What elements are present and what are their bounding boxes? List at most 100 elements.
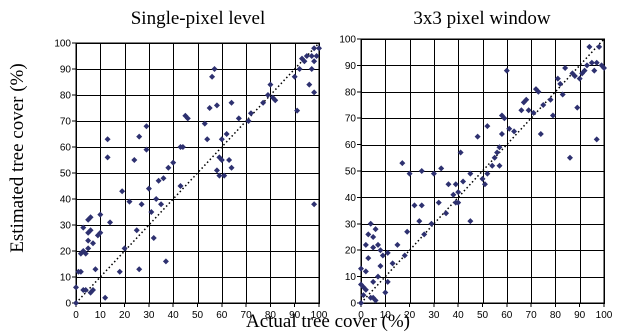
data-point xyxy=(148,209,155,215)
data-point xyxy=(362,286,369,293)
data-point xyxy=(82,250,89,257)
data-point xyxy=(518,107,525,114)
y-tick-label: 50 xyxy=(345,167,357,178)
data-point xyxy=(562,65,569,72)
y-tick-label: 80 xyxy=(60,91,72,102)
data-point xyxy=(308,66,315,72)
data-point xyxy=(107,219,114,226)
data-point xyxy=(360,292,367,299)
data-point xyxy=(296,66,303,72)
data-point xyxy=(489,162,496,169)
data-point xyxy=(574,104,581,111)
data-point xyxy=(452,181,459,188)
x-tick-label: 10 xyxy=(380,310,392,321)
data-point xyxy=(593,136,600,143)
data-point xyxy=(136,133,143,140)
panel-single-pixel: Single-pixel level 0 10 20 30 40 50 60 70 80 90 10… xyxy=(54,8,327,321)
data-point xyxy=(311,89,318,96)
x-tick-label: 30 xyxy=(428,310,440,321)
x-tick-label: 50 xyxy=(192,310,204,321)
x-tick-label: 60 xyxy=(501,310,513,321)
x-tick-label: 80 xyxy=(550,310,562,321)
one-to-one-line xyxy=(75,42,320,304)
data-point xyxy=(170,159,177,166)
x-tick-label: 90 xyxy=(289,310,301,321)
data-point xyxy=(260,99,267,106)
x-tick-label: 40 xyxy=(168,310,180,321)
data-point xyxy=(267,81,274,88)
data-point xyxy=(523,96,530,103)
data-point xyxy=(87,214,94,221)
data-point xyxy=(303,53,310,59)
data-point xyxy=(586,43,593,50)
data-point xyxy=(90,240,97,247)
data-point xyxy=(85,237,92,244)
y-tick-label: 100 xyxy=(339,35,356,46)
data-point xyxy=(474,133,481,140)
data-point xyxy=(184,115,191,122)
data-point xyxy=(525,107,532,114)
x-tick-label: 0 xyxy=(358,310,364,321)
y-tick-label: 90 xyxy=(60,65,72,76)
y-tick-label: 80 xyxy=(345,87,357,98)
y-tick-label: 20 xyxy=(60,247,72,258)
data-point xyxy=(445,181,452,188)
data-point xyxy=(228,99,235,106)
data-points xyxy=(73,45,322,306)
data-point xyxy=(596,43,603,50)
data-point xyxy=(216,172,223,179)
data-point xyxy=(133,227,140,234)
data-point xyxy=(102,294,109,301)
data-point xyxy=(160,175,167,182)
data-point xyxy=(121,245,128,252)
data-point xyxy=(209,73,216,80)
grid xyxy=(361,39,604,303)
data-point xyxy=(104,154,111,161)
data-point xyxy=(177,183,184,189)
x-tick-label: 10 xyxy=(95,310,107,321)
data-point xyxy=(223,131,230,137)
data-point xyxy=(375,241,382,248)
y-tick-label: 40 xyxy=(345,193,357,204)
data-point xyxy=(506,125,513,132)
x-tick-label: 60 xyxy=(216,310,228,321)
data-point xyxy=(116,268,123,275)
x-tick-label: 0 xyxy=(73,310,79,321)
data-point xyxy=(416,218,423,225)
data-point xyxy=(294,107,301,114)
data-point xyxy=(316,45,322,52)
data-point xyxy=(143,123,150,130)
x-tick-label: 20 xyxy=(119,310,131,321)
data-point xyxy=(460,178,467,185)
data-point xyxy=(418,168,425,174)
y-tick-label: 10 xyxy=(60,273,72,284)
data-point xyxy=(204,136,211,143)
x-tick-label: 20 xyxy=(404,310,416,321)
y-tick-label: 20 xyxy=(345,246,357,257)
data-point xyxy=(218,157,225,163)
x-tick-label: 80 xyxy=(265,310,277,321)
data-point xyxy=(126,198,133,205)
data-point xyxy=(73,284,79,291)
data-point xyxy=(404,228,411,235)
data-point xyxy=(179,144,186,150)
data-point xyxy=(87,227,94,234)
data-point xyxy=(247,110,254,117)
data-point xyxy=(143,146,150,153)
data-point xyxy=(80,224,87,231)
data-point xyxy=(372,297,379,304)
data-point xyxy=(82,287,89,293)
x-tick-label: 100 xyxy=(596,310,613,321)
data-point xyxy=(494,149,501,156)
data-point xyxy=(394,241,401,248)
y-tick-label: 30 xyxy=(345,219,357,230)
data-point xyxy=(104,136,111,143)
data-point xyxy=(367,220,374,227)
data-point xyxy=(308,53,315,59)
data-point xyxy=(435,199,442,206)
y-tick-label: 70 xyxy=(345,114,357,125)
y-tick-label: 0 xyxy=(350,299,356,310)
data-point xyxy=(576,75,583,82)
data-point xyxy=(438,165,445,172)
